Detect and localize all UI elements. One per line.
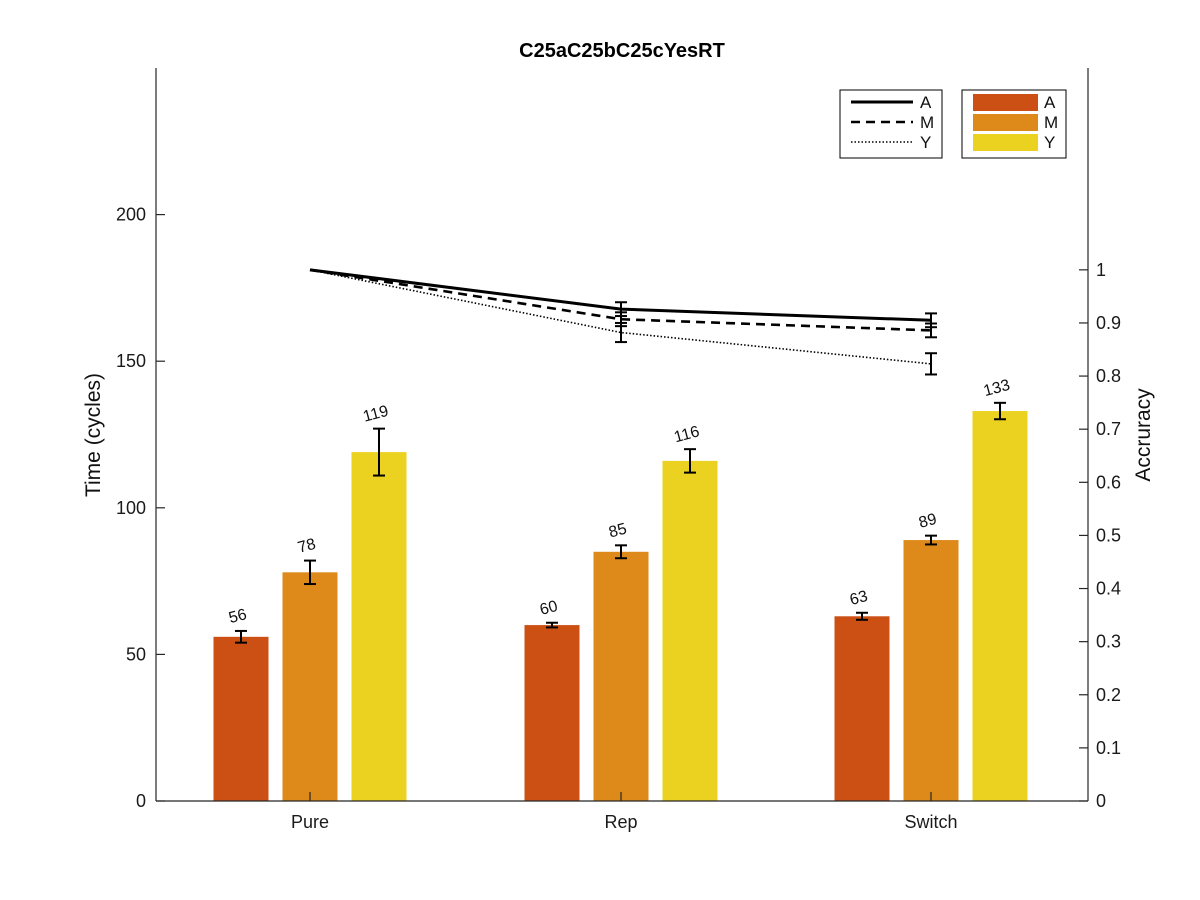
bar-value-label: 78 [296,536,318,557]
y-right-tick-label: 0.2 [1096,685,1121,705]
bar-error-Y-switch [994,401,1006,421]
legend-line-label: Y [920,133,931,152]
x-tick-label: Pure [291,812,329,832]
y-left-tick-label: 0 [136,791,146,811]
bar-value-label: 133 [982,377,1012,400]
y-right-tick-label: 0 [1096,791,1106,811]
y-axis-right-label: Accruracy [1132,388,1155,482]
bar-A-pure [213,636,269,801]
y-right-tick-label: 0.6 [1096,472,1121,492]
bar-error-M-pure [304,559,316,586]
y-left-tick-label: 200 [116,205,146,225]
bar-Y-switch [972,411,1028,801]
bar-value-label: 56 [227,606,249,627]
legend-bars: AMY [961,89,1067,159]
accuracy-line-Y [309,269,932,365]
legend-bar-swatch-A [973,94,1038,111]
chart-title: C25aC25bC25cYesRT [519,40,725,62]
bar-value-label: 116 [672,423,701,446]
y-right-tick-label: 0.1 [1096,738,1121,758]
line-error-M-switch [925,322,937,339]
legend-bar-label: Y [1044,133,1055,152]
legend-bar-label: A [1044,93,1056,112]
bar-error-A-switch [856,611,868,621]
y-left-tick-label: 50 [126,644,146,664]
bar-error-A-pure [235,629,247,644]
x-tick-label: Rep [604,812,637,832]
bar-A-switch [834,616,890,801]
legend-bar-swatch-Y [973,134,1038,151]
legend-lines: AMY [839,89,943,159]
y-right-tick-label: 0.3 [1096,632,1121,652]
y-left-tick-label: 150 [116,351,146,371]
lines-layer [309,268,937,376]
y-right-tick-label: 0.7 [1096,419,1121,439]
bar-M-pure [282,572,338,801]
bar-M-rep [593,551,649,801]
y-right-tick-label: 1 [1096,260,1106,280]
bar-error-Y-pure [373,427,385,477]
legend-line-label: M [920,113,934,132]
bar-error-Y-rep [684,448,696,474]
legend-bar-swatch-M [973,114,1038,131]
y-axis-left-label: Time (cycles) [82,373,105,497]
bar-error-M-switch [925,534,937,546]
bar-A-rep [524,625,580,801]
bar-error-M-rep [615,544,627,560]
bar-M-switch [903,540,959,801]
y-right-tick-label: 0.5 [1096,525,1121,545]
bar-value-label: 63 [848,588,870,609]
bar-value-label: 119 [361,403,390,426]
legend-line-label: A [920,93,932,112]
line-error-Y-switch [925,352,937,376]
x-tick-label: Switch [904,812,957,832]
y-left-tick-label: 100 [116,498,146,518]
axes-layer: 0 50 100 150 200 0 0.1 0.2 0.3 0.4 0.5 0.6 0.7 0.8 0.9… [116,68,1121,832]
bar-value-label: 85 [607,520,629,541]
bar-error-A-rep [546,621,558,629]
line-error-Y-rep [615,321,627,344]
y-right-tick-label: 0.8 [1096,366,1121,386]
y-right-tick-label: 0.9 [1096,313,1121,333]
bar-Y-rep [662,460,718,801]
bar-value-label: 89 [917,511,939,532]
bar-Y-pure [351,452,407,801]
bar-value-label: 60 [538,598,560,619]
legend-bar-label: M [1044,113,1058,132]
bars-layer: 56 60 63 78 85 89 119 116 133 [213,377,1028,801]
y-right-tick-label: 0.4 [1096,579,1121,599]
